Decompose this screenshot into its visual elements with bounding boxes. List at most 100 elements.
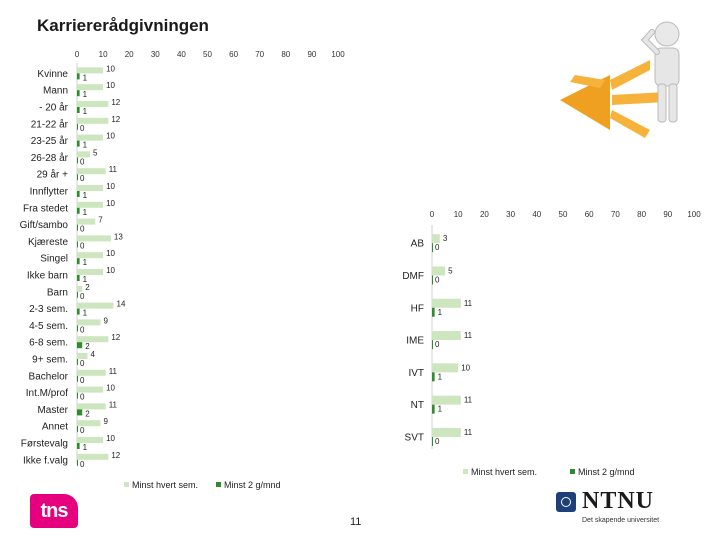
chart1-label-dark-4: 1 xyxy=(83,141,88,150)
ntnu-tagline: Det skapende universitet xyxy=(582,517,660,524)
chart1-label-light-18: 11 xyxy=(109,367,118,376)
chart1-bar-dark-20 xyxy=(77,409,83,416)
chart1-bar-light-7 xyxy=(77,185,104,191)
chart1-category-label-21: Annet xyxy=(42,422,68,433)
chart1-bar-light-18 xyxy=(77,369,106,376)
chart1-x-tick-5: 50 xyxy=(203,50,212,59)
chart1-bar-light-22 xyxy=(77,437,104,443)
chart1-label-light-13: 2 xyxy=(85,283,90,292)
chart2-label-dark-3: 0 xyxy=(435,340,440,349)
chart2-label-dark-5: 1 xyxy=(438,405,443,414)
chart1-label-light-21: 9 xyxy=(103,417,108,426)
chart2-label-dark-6: 0 xyxy=(435,437,440,446)
chart1-label-light-8: 10 xyxy=(106,199,115,208)
chart1-bar-dark-23 xyxy=(77,459,78,466)
chart2-legend-light: Minst hvert sem. xyxy=(471,467,537,477)
chart2-bar-dark-6 xyxy=(432,436,433,446)
chart1-bar-dark-17 xyxy=(77,359,78,365)
chart1-bar-dark-1 xyxy=(77,90,80,97)
chart1-label-dark-9: 0 xyxy=(80,225,85,234)
chart2-x-tick-2: 20 xyxy=(480,210,489,219)
chart1-bar-dark-13 xyxy=(77,291,78,298)
chart1-bar-light-12 xyxy=(77,269,104,275)
chart1-label-dark-6: 0 xyxy=(80,174,85,183)
chart1-category-label-7: Innflytter xyxy=(30,187,69,198)
chart2-bar-dark-0 xyxy=(432,243,433,253)
chart1-category-label-16: 6-8 sem. xyxy=(29,338,68,349)
chart2-x-tick-6: 60 xyxy=(585,210,594,219)
chart2-legend-dark: Minst 2 g/mnd xyxy=(578,467,635,477)
ntnu-logo: NTNU Det skapende universitet xyxy=(556,488,696,530)
chart1-bar-light-19 xyxy=(77,386,104,393)
chart1-label-dark-16: 2 xyxy=(85,342,90,351)
chart1-x-tick-4: 40 xyxy=(177,50,186,59)
chart1-x-tick-7: 70 xyxy=(255,50,264,59)
chart1-label-dark-20: 2 xyxy=(85,409,90,418)
chart2-bar-dark-4 xyxy=(432,372,435,382)
chart1-bar-light-8 xyxy=(77,201,104,208)
chart2-x-tick-3: 30 xyxy=(506,210,515,219)
chart1-label-light-15: 9 xyxy=(103,316,108,325)
chart2-label-dark-1: 0 xyxy=(435,275,440,284)
chart1-bar-light-17 xyxy=(77,353,88,359)
chart2-label-light-6: 11 xyxy=(464,428,473,437)
chart1-category-label-3: 21-22 år xyxy=(31,118,69,130)
chart1-label-dark-11: 1 xyxy=(83,258,88,267)
chart2-bar-light-5 xyxy=(432,395,461,405)
chart1-category-label-19: Int.M/prof xyxy=(26,388,68,399)
chart2-label-dark-4: 1 xyxy=(438,372,443,381)
chart2-bar-light-3 xyxy=(432,331,461,341)
chart1-category-label-6: 29 år + xyxy=(37,169,69,181)
ntnu-logo-text: NTNU xyxy=(582,488,655,514)
chart1-x-tick-0: 0 xyxy=(75,50,80,59)
chart1-bar-dark-7 xyxy=(77,191,80,197)
chart1-label-dark-13: 0 xyxy=(80,292,85,301)
chart1-bar-dark-4 xyxy=(77,140,80,147)
chart1-label-dark-3: 0 xyxy=(80,124,85,133)
chart2-category-label-4: IVT xyxy=(408,368,424,379)
chart1-bar-light-4 xyxy=(77,134,104,141)
chart1-x-tick-8: 80 xyxy=(281,50,290,59)
chart1-category-label-4: 23-25 år xyxy=(31,135,69,147)
chart1-label-dark-18: 0 xyxy=(80,376,85,385)
chart1-category-label-11: Singel xyxy=(40,254,68,265)
chart1-bar-light-6 xyxy=(77,168,106,175)
chart2-x-tick-9: 90 xyxy=(663,210,672,219)
chart1-bar-light-13 xyxy=(77,285,83,292)
chart1-label-light-10: 13 xyxy=(114,232,123,241)
chart1-bar-dark-11 xyxy=(77,258,80,265)
chart2-category-label-2: HF xyxy=(411,303,424,314)
chart2-bar-dark-5 xyxy=(432,404,435,414)
chart2-label-light-0: 3 xyxy=(443,234,448,243)
chart1-label-dark-12: 1 xyxy=(83,275,88,284)
chart2-category-label-1: DMF xyxy=(402,271,424,282)
chart1-bar-light-14 xyxy=(77,302,114,309)
chart1-label-light-3: 12 xyxy=(111,115,120,124)
chart1-bar-dark-2 xyxy=(77,107,80,113)
chart1-bar-light-15 xyxy=(77,319,101,326)
chart2-label-light-2: 11 xyxy=(464,299,473,308)
chart2-x-tick-1: 10 xyxy=(454,210,463,219)
chart2-label-dark-2: 1 xyxy=(438,308,443,317)
chart1-category-label-5: 26-28 år xyxy=(31,152,69,164)
chart1-category-label-14: 2-3 sem. xyxy=(29,304,68,315)
chart1-bar-dark-19 xyxy=(77,392,78,399)
chart1-label-dark-17: 0 xyxy=(80,359,85,368)
chart1-label-dark-1: 1 xyxy=(83,90,88,99)
chart2-category-label-6: SVT xyxy=(405,432,424,443)
chart2-bar-dark-1 xyxy=(432,275,433,285)
chart1-category-label-17: 9+ sem. xyxy=(32,355,68,366)
chart1-label-dark-5: 0 xyxy=(80,157,85,166)
chart1-bar-light-9 xyxy=(77,218,96,225)
chart1-label-dark-8: 1 xyxy=(83,208,88,217)
chart1-bar-dark-8 xyxy=(77,207,80,214)
chart1-x-tick-2: 20 xyxy=(125,50,134,59)
chart1-label-light-9: 7 xyxy=(98,216,103,225)
chart1-bar-dark-3 xyxy=(77,123,78,130)
chart1-label-light-5: 5 xyxy=(93,148,98,157)
chart1-label-light-22: 10 xyxy=(106,434,115,443)
chart1-x-tick-3: 30 xyxy=(151,50,160,59)
chart1-label-light-1: 10 xyxy=(106,81,115,90)
chart2-x-tick-4: 40 xyxy=(532,210,541,219)
